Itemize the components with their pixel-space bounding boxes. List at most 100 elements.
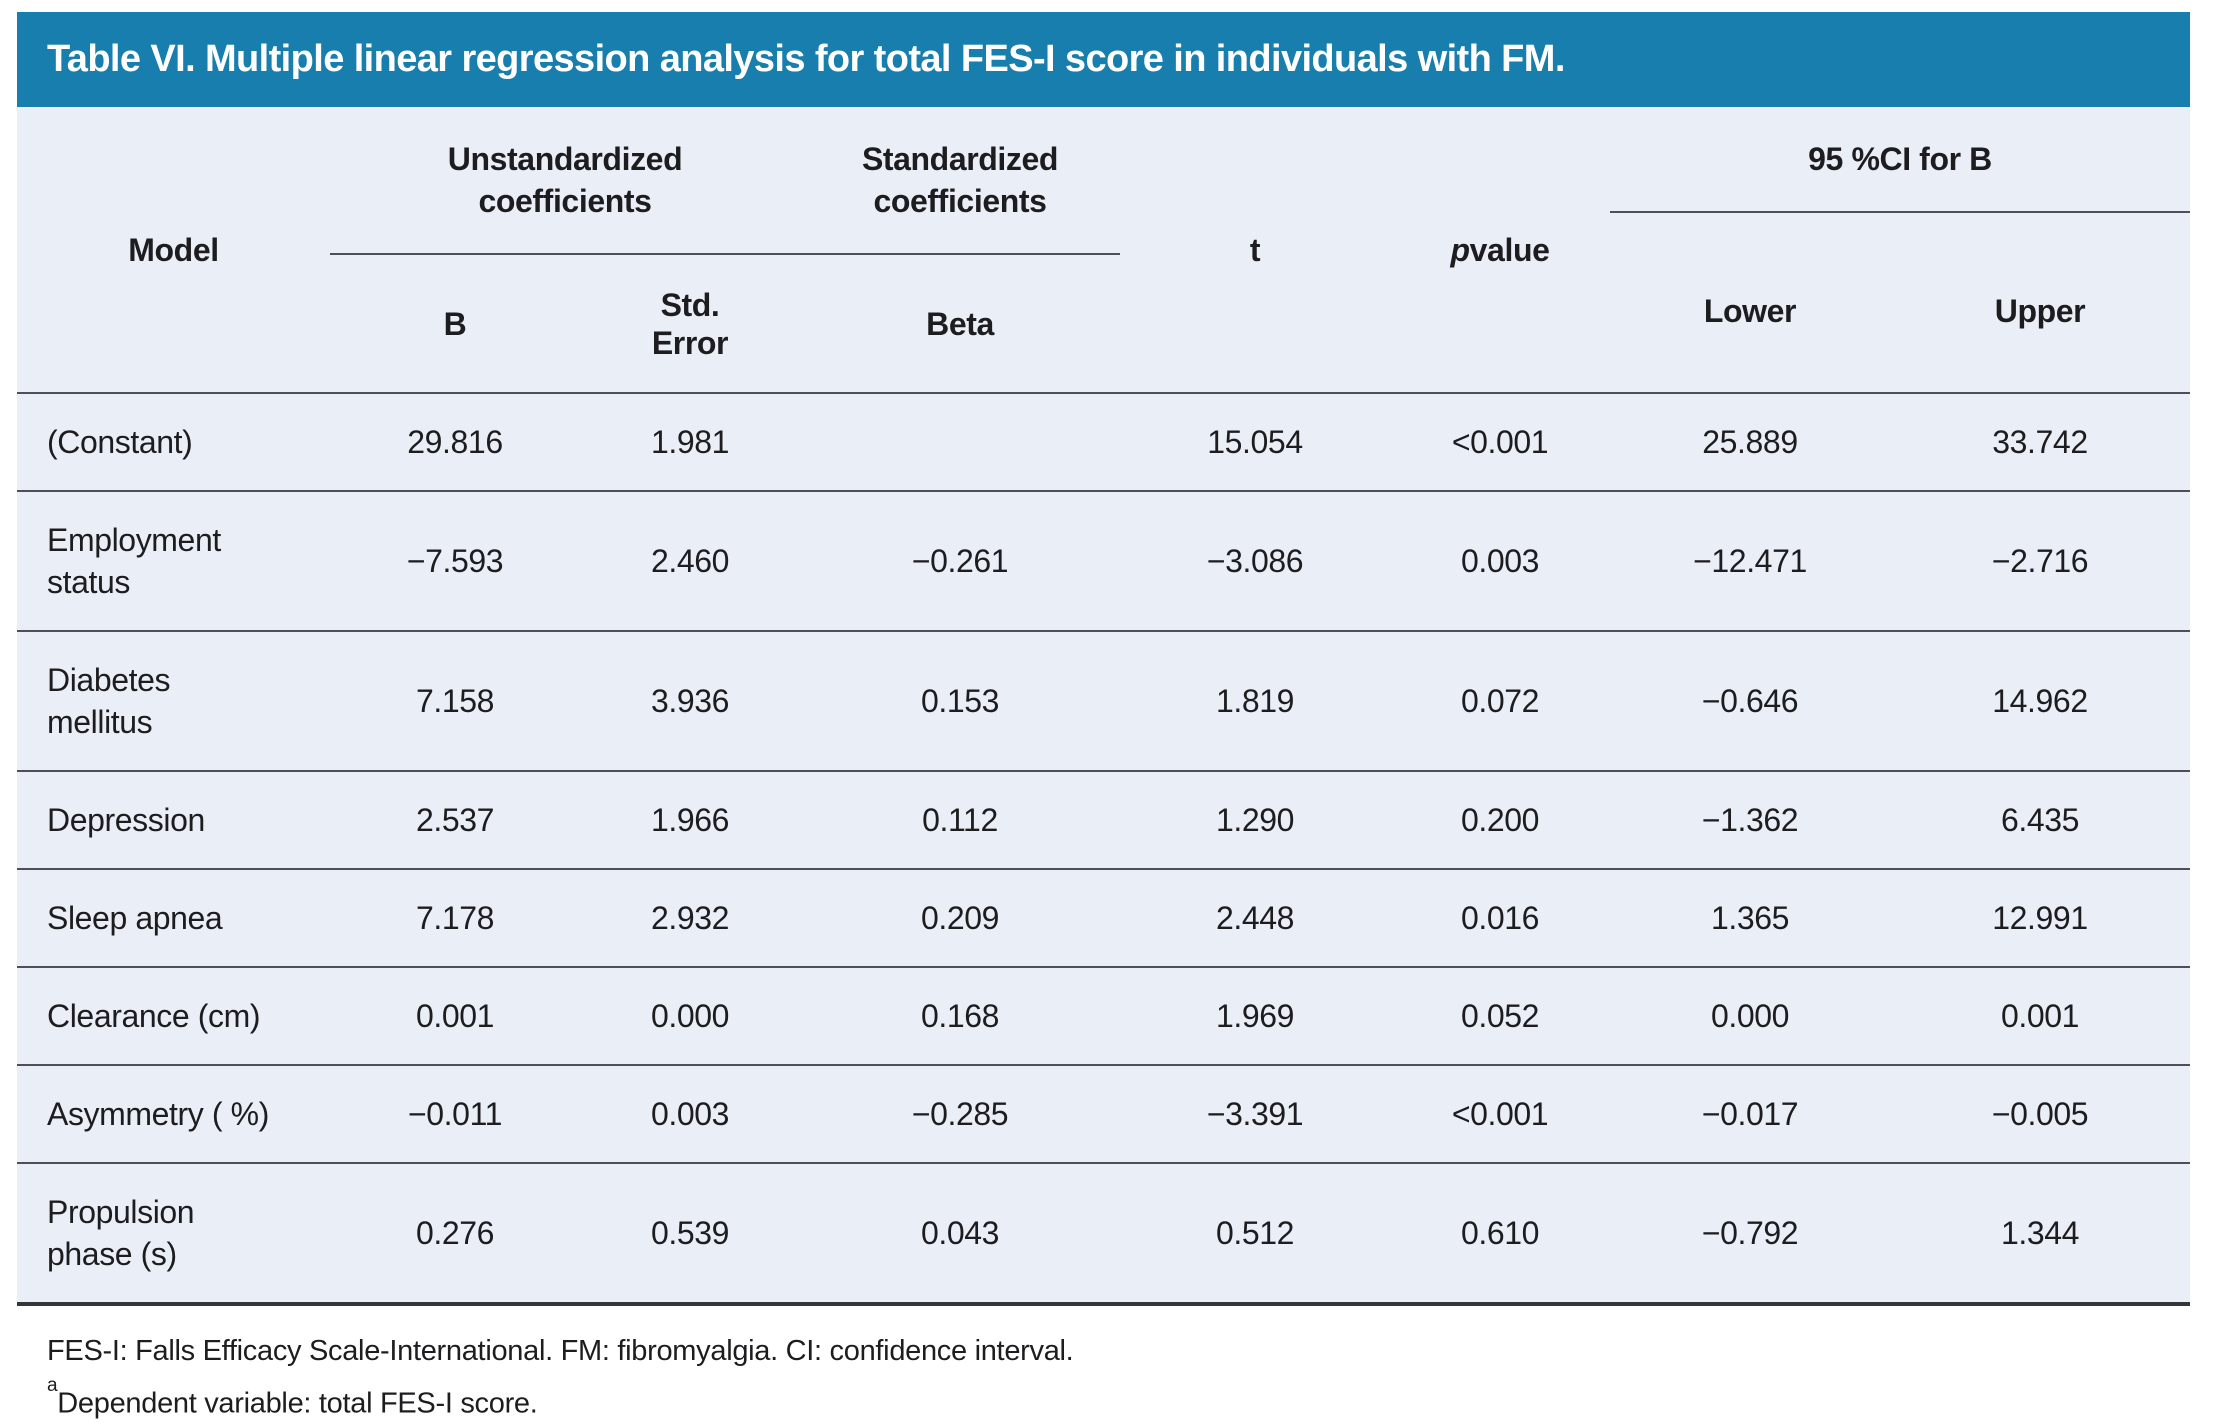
group-title-standardized: Standardized coefficients — [800, 107, 1120, 255]
table-row-clearance: Clearance (cm) 0.001 0.000 0.168 1.969 0… — [17, 966, 2190, 1064]
cell-std-error: 0.003 — [650, 1095, 730, 1132]
table-row-depression: Depression 2.537 1.966 0.112 1.290 0.200… — [17, 770, 2190, 868]
cell-std-error: 1.966 — [650, 801, 730, 838]
cell-t: 1.969 — [1215, 997, 1295, 1034]
cell-beta: 0.153 — [920, 682, 1000, 719]
column-header-beta-label: Beta — [926, 305, 994, 342]
cell-upper: 33.742 — [1992, 423, 2088, 460]
footnote-superscript-a: a — [47, 1375, 58, 1396]
cell-b: 29.816 — [407, 423, 503, 460]
cell-p-value: <0.001 — [1451, 1095, 1549, 1132]
cell-upper: −2.716 — [1991, 542, 2089, 579]
row-label: Sleep apnea — [47, 900, 223, 936]
cell-beta: 0.209 — [920, 899, 1000, 936]
cell-upper: −0.005 — [1991, 1095, 2089, 1132]
group-title-unstandardized: Unstandardized coefficients — [330, 107, 800, 255]
column-group-unstandardized: Unstandardized coefficients B Std. Error — [330, 107, 800, 392]
table-row-constant: (Constant) 29.816 1.981 15.054 <0.001 25… — [17, 392, 2190, 490]
cell-b: 7.158 — [415, 682, 495, 719]
footnote-dependent-variable: aDependent variable: total FES-I score. — [47, 1374, 2190, 1427]
column-header-std-error: Std. Error — [580, 255, 800, 392]
cell-beta: 0.043 — [920, 1214, 1000, 1251]
cell-upper: 12.991 — [1992, 899, 2088, 936]
cell-b: 2.537 — [415, 801, 495, 838]
cell-t: 0.512 — [1215, 1214, 1295, 1251]
table-footnotes: FES-I: Falls Efficacy Scale-Internationa… — [47, 1328, 2190, 1427]
cell-beta: 0.168 — [920, 997, 1000, 1034]
cell-upper: 14.962 — [1992, 682, 2088, 719]
cell-std-error: 0.539 — [650, 1214, 730, 1251]
column-header-p-rest: value — [1469, 231, 1550, 268]
column-header-lower: Lower — [1610, 229, 1890, 392]
cell-std-error: 2.460 — [650, 542, 730, 579]
cell-b: 0.001 — [415, 997, 495, 1034]
cell-lower: 25.889 — [1702, 423, 1798, 460]
cell-lower: −0.646 — [1701, 682, 1799, 719]
cell-t: 15.054 — [1207, 423, 1303, 460]
table-card: Table VI. Multiple linear regression ana… — [17, 12, 2190, 1427]
unstandardized-subheaders: B Std. Error — [330, 255, 800, 392]
cell-p-value: 0.200 — [1460, 801, 1540, 838]
cell-p-value: 0.072 — [1460, 682, 1540, 719]
group-title-standardized-label: Standardized coefficients — [861, 141, 1059, 219]
column-header-p-value: p value — [1390, 107, 1610, 392]
column-header-upper-label: Upper — [1994, 292, 2086, 329]
cell-t: 2.448 — [1215, 899, 1295, 936]
cell-std-error: 0.000 — [650, 997, 730, 1034]
cell-upper: 6.435 — [2000, 801, 2080, 838]
column-header-model-label: Model — [128, 231, 219, 268]
cell-p-value: 0.016 — [1460, 899, 1540, 936]
row-label: Clearance (cm) — [47, 998, 261, 1034]
cell-upper: 0.001 — [2000, 997, 2080, 1034]
table-row-propulsion-phase: Propulsion phase (s) 0.276 0.539 0.043 0… — [17, 1162, 2190, 1302]
cell-beta: −0.285 — [911, 1095, 1009, 1132]
group-title-unstandardized-label: Unstandardized coefficients — [447, 141, 683, 219]
cell-p-value: 0.610 — [1460, 1214, 1540, 1251]
table-row-diabetes-mellitus: Diabetes mellitus 7.158 3.936 0.153 1.81… — [17, 630, 2190, 770]
column-header-t: t — [1120, 107, 1390, 392]
column-header-p-italic: p — [1450, 231, 1471, 268]
cell-beta: −0.261 — [911, 542, 1009, 579]
cell-b: −0.011 — [408, 1095, 502, 1132]
cell-std-error: 3.936 — [650, 682, 730, 719]
cell-t: 1.290 — [1215, 801, 1295, 838]
ci-subheaders: Lower Upper — [1610, 213, 2190, 392]
cell-std-error: 2.932 — [650, 899, 730, 936]
cell-p-value: 0.052 — [1460, 997, 1540, 1034]
column-group-ci: 95 %CI for B Lower Upper — [1610, 107, 2190, 392]
column-header-model: Model — [17, 107, 330, 392]
footnote-abbreviations: FES-I: Falls Efficacy Scale-Internationa… — [47, 1335, 1074, 1367]
cell-p-value: <0.001 — [1451, 423, 1549, 460]
table-row-sleep-apnea: Sleep apnea 7.178 2.932 0.209 2.448 0.01… — [17, 868, 2190, 966]
row-label: Propulsion phase (s) — [47, 1194, 195, 1272]
cell-t: 1.819 — [1215, 682, 1295, 719]
column-header-t-label: t — [1249, 231, 1261, 268]
column-header-beta: Beta — [800, 255, 1120, 392]
column-header-upper: Upper — [1890, 229, 2190, 392]
cell-beta: 0.112 — [922, 801, 998, 838]
cell-p-value: 0.003 — [1460, 542, 1540, 579]
cell-lower: −0.017 — [1701, 1095, 1799, 1132]
footnote-dependent-variable-text: Dependent variable: total FES-I score. — [57, 1387, 538, 1420]
column-header-lower-label: Lower — [1703, 292, 1797, 329]
table-header: Model Unstandardized coefficients B Std.… — [17, 107, 2190, 392]
cell-lower: −12.471 — [1693, 542, 1807, 579]
cell-t: −3.391 — [1206, 1095, 1304, 1132]
table-title: Table VI. Multiple linear regression ana… — [47, 38, 1565, 80]
table-row-asymmetry: Asymmetry ( %) −0.011 0.003 −0.285 −3.39… — [17, 1064, 2190, 1162]
row-label: Depression — [47, 802, 205, 838]
cell-lower: −1.362 — [1701, 801, 1799, 838]
cell-b: −7.593 — [406, 542, 504, 579]
row-label: Employment status — [47, 522, 221, 600]
row-label: Diabetes mellitus — [47, 662, 171, 740]
group-title-ci-label: 95 %CI for B — [1808, 141, 1992, 177]
table-title-bar: Table VI. Multiple linear regression ana… — [17, 12, 2190, 107]
group-title-ci: 95 %CI for B — [1610, 107, 2190, 213]
standardized-subheaders: Beta — [800, 255, 1120, 392]
regression-table: Model Unstandardized coefficients B Std.… — [17, 107, 2190, 1306]
cell-upper: 1.344 — [2000, 1214, 2080, 1251]
row-label: Asymmetry ( %) — [47, 1096, 269, 1132]
column-header-b-label: B — [443, 305, 467, 342]
column-header-b: B — [330, 255, 580, 392]
cell-lower: 0.000 — [1710, 997, 1790, 1034]
